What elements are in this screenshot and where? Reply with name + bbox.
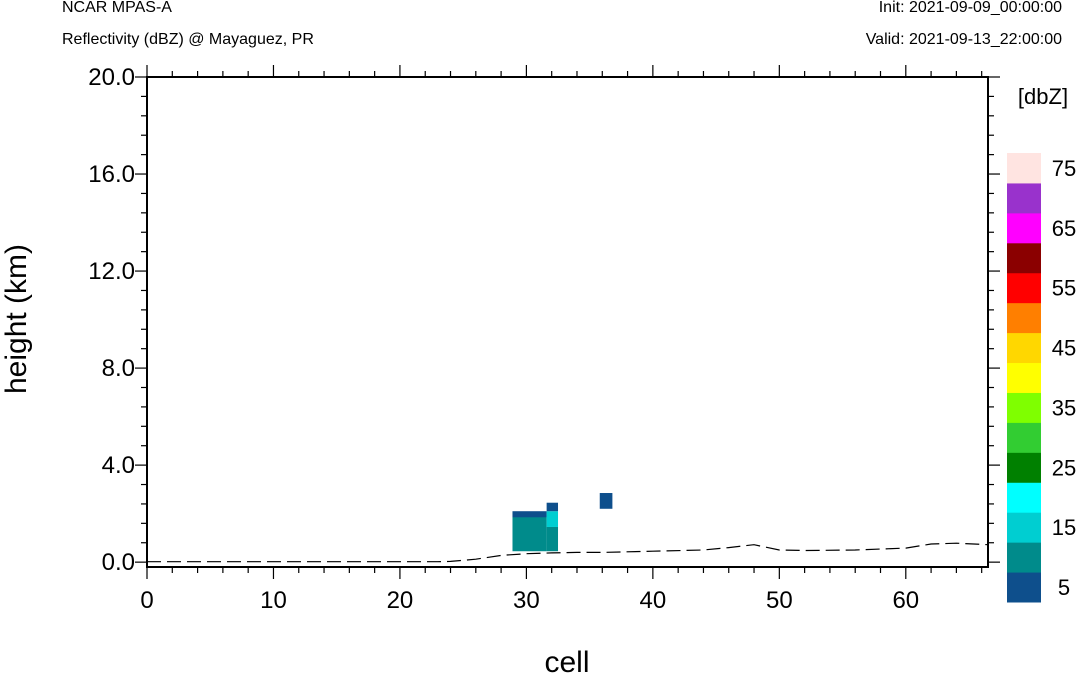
colorbar-title: [dbZ] [1018, 84, 1068, 109]
colorbar-box [1007, 422, 1041, 453]
y-tick-label: 16.0 [88, 161, 135, 188]
colorbar-label: 25 [1052, 455, 1076, 480]
x-tick-labels: 0 10 20 30 40 50 60 [140, 587, 919, 614]
y-axis-label: height (km) [0, 244, 33, 394]
colorbar-box [1007, 542, 1041, 573]
x-tick-label: 0 [140, 587, 153, 614]
y-tick-labels: 0.0 4.0 8.0 12.0 16.0 20.0 [88, 64, 135, 576]
colorbar-label: 5 [1058, 575, 1070, 600]
colorbar-box [1007, 452, 1041, 483]
colorbar-box [1007, 153, 1041, 184]
chart-title: NCAR MPAS-A [62, 0, 172, 16]
reflectivity-cell [546, 502, 559, 512]
chart-subtitle: Reflectivity (dBZ) @ Mayaguez, PR [62, 31, 314, 48]
x-tick-label: 10 [260, 587, 287, 614]
colorbar-label: 55 [1052, 276, 1076, 301]
y-tick-label: 20.0 [88, 64, 135, 91]
x-tick-label: 60 [892, 587, 919, 614]
x-tick-label: 30 [513, 587, 540, 614]
y-tick-label: 12.0 [88, 258, 135, 285]
x-axis-label: cell [544, 646, 589, 677]
x-tick-label: 20 [387, 587, 414, 614]
reflectivity-cell [599, 493, 613, 509]
colorbar-box [1007, 212, 1041, 244]
terrain-line [147, 542, 989, 563]
colorbar-box [1007, 362, 1041, 393]
reflectivity-cell [512, 511, 547, 518]
reflectivity-cell [546, 511, 559, 527]
y-tick-label: 4.0 [102, 452, 135, 479]
x-tick-label: 40 [640, 587, 667, 614]
plot-frame [146, 76, 989, 568]
colorbar-label: 75 [1052, 156, 1076, 181]
colorbar-label: 65 [1052, 216, 1076, 241]
colorbar-label: 45 [1052, 336, 1076, 361]
reflectivity-cells [512, 493, 613, 552]
colorbar-box [1007, 332, 1041, 364]
colorbar-box [1007, 302, 1041, 334]
colorbar-box [1007, 392, 1041, 423]
reflectivity-cell [546, 526, 559, 552]
valid-time: Valid: 2021-09-13_22:00:00 [865, 31, 1062, 48]
colorbar-label: 15 [1052, 515, 1076, 540]
colorbar-box [1007, 482, 1041, 513]
colorbar-box [1007, 242, 1041, 274]
x-tick-label: 50 [766, 587, 793, 614]
reflectivity-cell [512, 512, 547, 552]
y-tick-label: 0.0 [102, 549, 135, 576]
colorbar-labels: 5 15 25 35 45 55 65 75 [1052, 156, 1076, 600]
colorbar-boxes [1007, 153, 1041, 603]
colorbar-label: 35 [1052, 395, 1076, 420]
colorbar-box [1007, 512, 1041, 543]
colorbar: [dbZ] 5 15 25 35 45 55 65 75 [1007, 84, 1076, 603]
colorbar-box [1007, 272, 1041, 304]
colorbar-box [1007, 182, 1041, 214]
init-time: Init: 2021-09-09_00:00:00 [878, 0, 1062, 16]
colorbar-box [1007, 572, 1041, 603]
y-tick-label: 8.0 [102, 355, 135, 382]
axis-ticks [135, 65, 1000, 579]
